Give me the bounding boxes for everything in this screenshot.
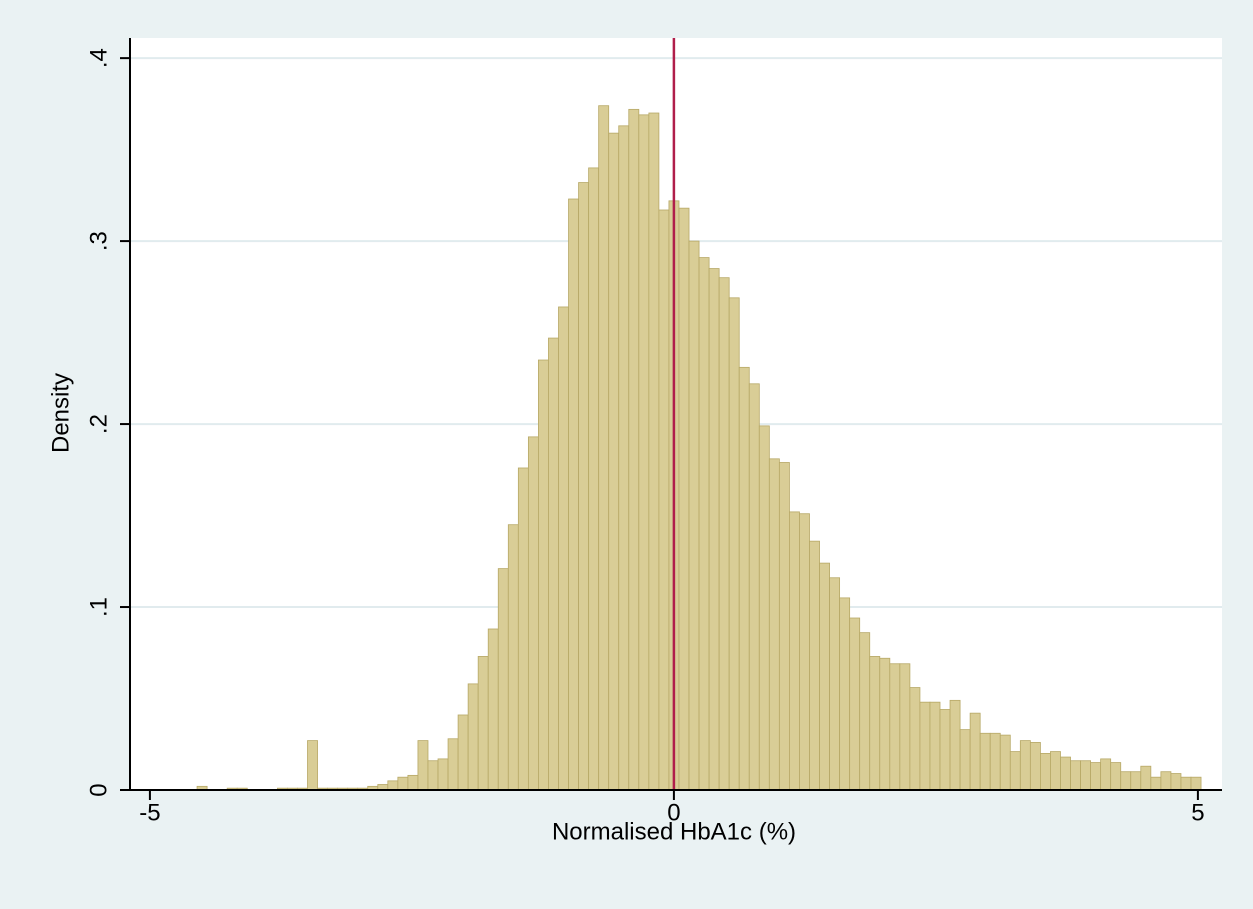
bar [527,436,539,791]
bar [538,359,549,791]
bar [1170,773,1182,791]
bar [708,268,720,791]
bar [949,699,961,791]
bar [618,125,630,791]
bar [568,198,579,791]
y-tick-label: .1 [85,597,112,617]
y-tick-label: 0 [85,783,112,796]
x-tick-label: 0 [667,799,680,826]
bar [1040,753,1051,791]
bar [1019,740,1031,791]
x-axis-title: Normalised HbA1c (%) [552,818,796,845]
y-tick-label: .2 [85,414,112,434]
bar [1160,771,1172,791]
bar [738,366,750,791]
bar [638,114,650,791]
bar [869,656,881,791]
y-tick-label: .4 [85,48,112,68]
bar [989,732,1001,791]
y-axis-title: Density [47,373,74,453]
bar [1090,762,1102,791]
bar [648,112,660,791]
bar [507,524,519,791]
bar [1100,758,1112,791]
bar [307,740,318,791]
bar [427,760,439,791]
bar [1190,776,1202,791]
x-tick-label: 5 [1191,799,1204,826]
bar [477,656,489,791]
bar [969,712,981,791]
bar [578,182,590,791]
bar [437,758,449,791]
bar [1180,776,1192,791]
bar [1110,762,1122,791]
y-tick-label: .3 [85,231,112,251]
bar [959,729,971,791]
bar [598,105,610,791]
bar [849,617,861,791]
bar [919,701,931,791]
bar [678,207,690,791]
bar [778,462,790,791]
bar [1080,760,1092,791]
bar [819,562,830,791]
bar [1009,751,1021,791]
bar [457,714,469,791]
bar [517,467,529,791]
bar [799,513,810,791]
bar [789,511,800,791]
bar [1140,765,1152,791]
bar [748,383,760,791]
bar [859,632,871,791]
bar [1150,776,1162,791]
bar [939,709,951,791]
bar [768,458,780,791]
bar [487,628,499,791]
bar [447,738,459,791]
bar [608,132,620,791]
bar [718,277,730,791]
bar [548,337,559,791]
bar [1130,771,1142,791]
bar [1029,742,1041,791]
bar [497,568,509,791]
bar [929,701,941,791]
bar [417,740,429,791]
bar [407,774,419,791]
bar [879,657,891,791]
bar [658,209,670,791]
bar [758,425,770,791]
bar [1070,760,1081,791]
bar [809,540,820,791]
bar [1050,751,1061,791]
bar [979,732,991,791]
bar [999,734,1011,791]
bar [1120,771,1132,791]
bar [728,297,740,791]
bar [899,663,911,791]
bar [397,776,409,791]
x-tick-label: -5 [139,799,160,826]
bar [387,780,399,791]
bar [1060,756,1071,791]
bar [467,683,479,791]
bar [839,597,851,791]
bar [889,663,901,791]
bar [698,257,710,791]
bar [588,167,600,791]
bar [558,306,569,791]
bar [688,240,700,791]
bar [628,108,640,791]
bar [909,687,921,791]
bar [829,577,841,791]
